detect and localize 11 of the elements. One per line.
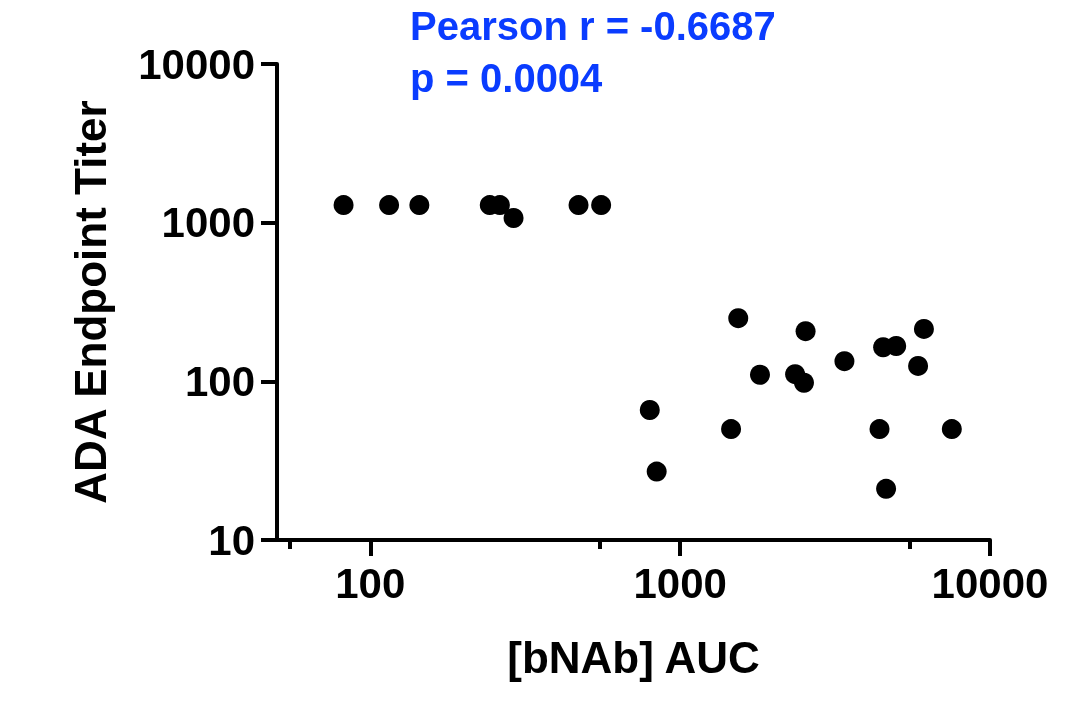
- x-tick-label: 1000: [633, 559, 727, 607]
- y-tick-label: 10: [208, 516, 255, 564]
- annotation: p = 0.0004: [410, 56, 603, 101]
- y-tick-label: 10000: [138, 40, 255, 88]
- x-axis-title: [bNAb] AUC: [507, 632, 760, 682]
- x-tick-label: 100: [335, 559, 406, 607]
- text: Pearson r = -0.6687: [410, 4, 776, 49]
- x-tick-label: 10000: [931, 559, 1049, 607]
- y-axis-title: ADA Endpoint Titer: [65, 100, 115, 504]
- y-tick-label: 100: [184, 357, 255, 405]
- y-tick-label: 1000: [161, 199, 255, 247]
